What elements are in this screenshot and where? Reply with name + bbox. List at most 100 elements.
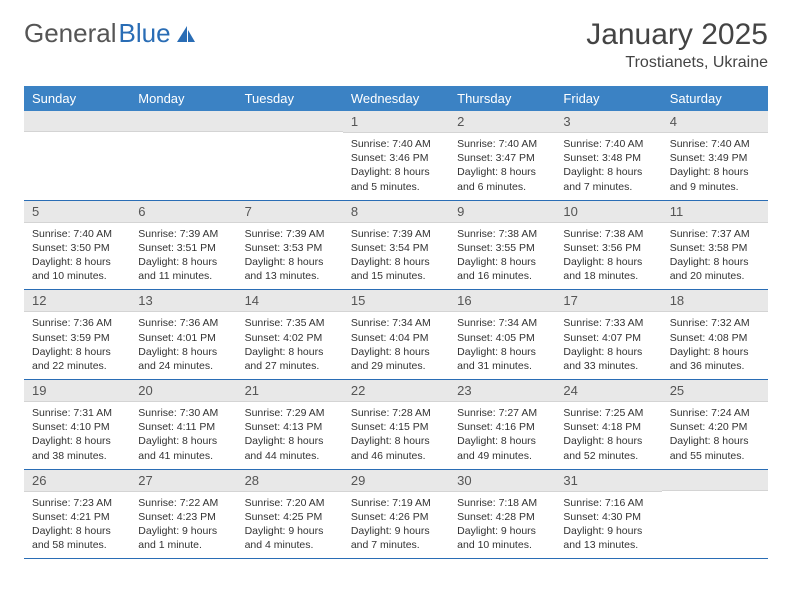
day-data: Sunrise: 7:34 AMSunset: 4:05 PMDaylight:…	[449, 312, 555, 379]
calendar-cell: 3Sunrise: 7:40 AMSunset: 3:48 PMDaylight…	[555, 111, 661, 200]
sunrise-text: Sunrise: 7:40 AM	[351, 137, 441, 151]
sunrise-text: Sunrise: 7:19 AM	[351, 496, 441, 510]
weekday-label: Thursday	[449, 86, 555, 111]
daylight-text: Daylight: 9 hours and 4 minutes.	[245, 524, 335, 552]
calendar: SundayMondayTuesdayWednesdayThursdayFrid…	[24, 86, 768, 559]
calendar-cell: 19Sunrise: 7:31 AMSunset: 4:10 PMDayligh…	[24, 380, 130, 469]
day-number: 7	[237, 201, 343, 223]
calendar-cell: 21Sunrise: 7:29 AMSunset: 4:13 PMDayligh…	[237, 380, 343, 469]
sunrise-text: Sunrise: 7:37 AM	[670, 227, 760, 241]
weekday-header: SundayMondayTuesdayWednesdayThursdayFrid…	[24, 86, 768, 111]
daylight-text: Daylight: 8 hours and 22 minutes.	[32, 345, 122, 373]
day-number: 8	[343, 201, 449, 223]
day-data: Sunrise: 7:40 AMSunset: 3:47 PMDaylight:…	[449, 133, 555, 200]
sunrise-text: Sunrise: 7:40 AM	[670, 137, 760, 151]
daylight-text: Daylight: 8 hours and 27 minutes.	[245, 345, 335, 373]
day-number: 31	[555, 470, 661, 492]
day-data: Sunrise: 7:29 AMSunset: 4:13 PMDaylight:…	[237, 402, 343, 469]
weekday-label: Wednesday	[343, 86, 449, 111]
calendar-cell: 20 Sunrise: 7:30 AMSunset: 4:11 PMDayligh…	[130, 380, 236, 469]
weekday-label: Tuesday	[237, 86, 343, 111]
sunset-text: Sunset: 3:47 PM	[457, 151, 547, 165]
daylight-text: Daylight: 8 hours and 9 minutes.	[670, 165, 760, 193]
sunrise-text: Sunrise: 7:35 AM	[245, 316, 335, 330]
daylight-text: Daylight: 8 hours and 5 minutes.	[351, 165, 441, 193]
calendar-week: 1Sunrise: 7:40 AMSunset: 3:46 PMDaylight…	[24, 111, 768, 201]
weekday-label: Friday	[555, 86, 661, 111]
day-number: 21	[237, 380, 343, 402]
sunset-text: Sunset: 3:58 PM	[670, 241, 760, 255]
day-data: Sunrise: 7:27 AMSunset: 4:16 PMDaylight:…	[449, 402, 555, 469]
daylight-text: Daylight: 8 hours and 16 minutes.	[457, 255, 547, 283]
weekday-label: Monday	[130, 86, 236, 111]
sunrise-text: Sunrise: 7:28 AM	[351, 406, 441, 420]
day-number: 20	[130, 380, 236, 402]
day-data: Sunrise: 7:18 AMSunset: 4:28 PMDaylight:…	[449, 492, 555, 559]
day-data: Sunrise: 7:35 AMSunset: 4:02 PMDaylight:…	[237, 312, 343, 379]
daylight-text: Daylight: 8 hours and 18 minutes.	[563, 255, 653, 283]
sunset-text: Sunset: 4:10 PM	[32, 420, 122, 434]
daylight-text: Daylight: 8 hours and 13 minutes.	[245, 255, 335, 283]
calendar-cell: 5Sunrise: 7:40 AMSunset: 3:50 PMDaylight…	[24, 201, 130, 290]
sunrise-text: Sunrise: 7:16 AM	[563, 496, 653, 510]
sunrise-text: Sunrise: 7:24 AM	[670, 406, 760, 420]
sunrise-text: Sunrise: 7:30 AM	[138, 406, 228, 420]
day-number: 23	[449, 380, 555, 402]
day-data: Sunrise: 7:40 AMSunset: 3:49 PMDaylight:…	[662, 133, 768, 200]
sunset-text: Sunset: 3:56 PM	[563, 241, 653, 255]
day-data: Sunrise: 7:40 AMSunset: 3:46 PMDaylight:…	[343, 133, 449, 200]
sunset-text: Sunset: 3:49 PM	[670, 151, 760, 165]
day-number: 4	[662, 111, 768, 133]
calendar-cell: 4Sunrise: 7:40 AMSunset: 3:49 PMDaylight…	[662, 111, 768, 200]
sunset-text: Sunset: 3:54 PM	[351, 241, 441, 255]
day-data: Sunrise: 7:40 AMSunset: 3:50 PMDaylight:…	[24, 223, 130, 290]
calendar-cell: 2Sunrise: 7:40 AMSunset: 3:47 PMDaylight…	[449, 111, 555, 200]
sunset-text: Sunset: 4:25 PM	[245, 510, 335, 524]
sunrise-text: Sunrise: 7:39 AM	[245, 227, 335, 241]
daylight-text: Daylight: 8 hours and 41 minutes.	[138, 434, 228, 462]
sunrise-text: Sunrise: 7:18 AM	[457, 496, 547, 510]
day-number: 18	[662, 290, 768, 312]
sunrise-text: Sunrise: 7:31 AM	[32, 406, 122, 420]
daylight-text: Daylight: 8 hours and 31 minutes.	[457, 345, 547, 373]
day-data: Sunrise: 7:28 AMSunset: 4:15 PMDaylight:…	[343, 402, 449, 469]
sunset-text: Sunset: 4:05 PM	[457, 331, 547, 345]
daylight-text: Daylight: 9 hours and 7 minutes.	[351, 524, 441, 552]
daylight-text: Daylight: 8 hours and 49 minutes.	[457, 434, 547, 462]
day-data: Sunrise: 7:19 AMSunset: 4:26 PMDaylight:…	[343, 492, 449, 559]
day-data: Sunrise: 7:22 AMSunset: 4:23 PMDaylight:…	[130, 492, 236, 559]
calendar-week: 26Sunrise: 7:23 AMSunset: 4:21 PMDayligh…	[24, 470, 768, 560]
day-number: 14	[237, 290, 343, 312]
daylight-text: Daylight: 8 hours and 10 minutes.	[32, 255, 122, 283]
calendar-cell: 6Sunrise: 7:39 AMSunset: 3:51 PMDaylight…	[130, 201, 236, 290]
day-number: 12	[24, 290, 130, 312]
logo-text-gray: General	[24, 18, 117, 49]
day-number: 25	[662, 380, 768, 402]
sunset-text: Sunset: 4:11 PM	[138, 420, 228, 434]
calendar-cell: 1Sunrise: 7:40 AMSunset: 3:46 PMDaylight…	[343, 111, 449, 200]
sunrise-text: Sunrise: 7:23 AM	[32, 496, 122, 510]
sunset-text: Sunset: 4:28 PM	[457, 510, 547, 524]
day-number: 3	[555, 111, 661, 133]
sunset-text: Sunset: 4:01 PM	[138, 331, 228, 345]
day-data: Sunrise: 7:38 AMSunset: 3:55 PMDaylight:…	[449, 223, 555, 290]
day-number: 22	[343, 380, 449, 402]
month-title: January 2025	[586, 18, 768, 52]
day-data: Sunrise: 7:36 AMSunset: 4:01 PMDaylight:…	[130, 312, 236, 379]
sunrise-text: Sunrise: 7:22 AM	[138, 496, 228, 510]
weekday-label: Saturday	[662, 86, 768, 111]
day-number: 27	[130, 470, 236, 492]
day-number: 30	[449, 470, 555, 492]
day-data: Sunrise: 7:33 AMSunset: 4:07 PMDaylight:…	[555, 312, 661, 379]
day-data: Sunrise: 7:39 AMSunset: 3:53 PMDaylight:…	[237, 223, 343, 290]
weekday-label: Sunday	[24, 86, 130, 111]
day-number	[237, 111, 343, 132]
day-data: Sunrise: 7:20 AMSunset: 4:25 PMDaylight:…	[237, 492, 343, 559]
sunrise-text: Sunrise: 7:32 AM	[670, 316, 760, 330]
sunset-text: Sunset: 3:46 PM	[351, 151, 441, 165]
day-data: Sunrise: 7:40 AMSunset: 3:48 PMDaylight:…	[555, 133, 661, 200]
sunrise-text: Sunrise: 7:25 AM	[563, 406, 653, 420]
sunset-text: Sunset: 3:48 PM	[563, 151, 653, 165]
day-number	[24, 111, 130, 132]
calendar-cell: 9Sunrise: 7:38 AMSunset: 3:55 PMDaylight…	[449, 201, 555, 290]
